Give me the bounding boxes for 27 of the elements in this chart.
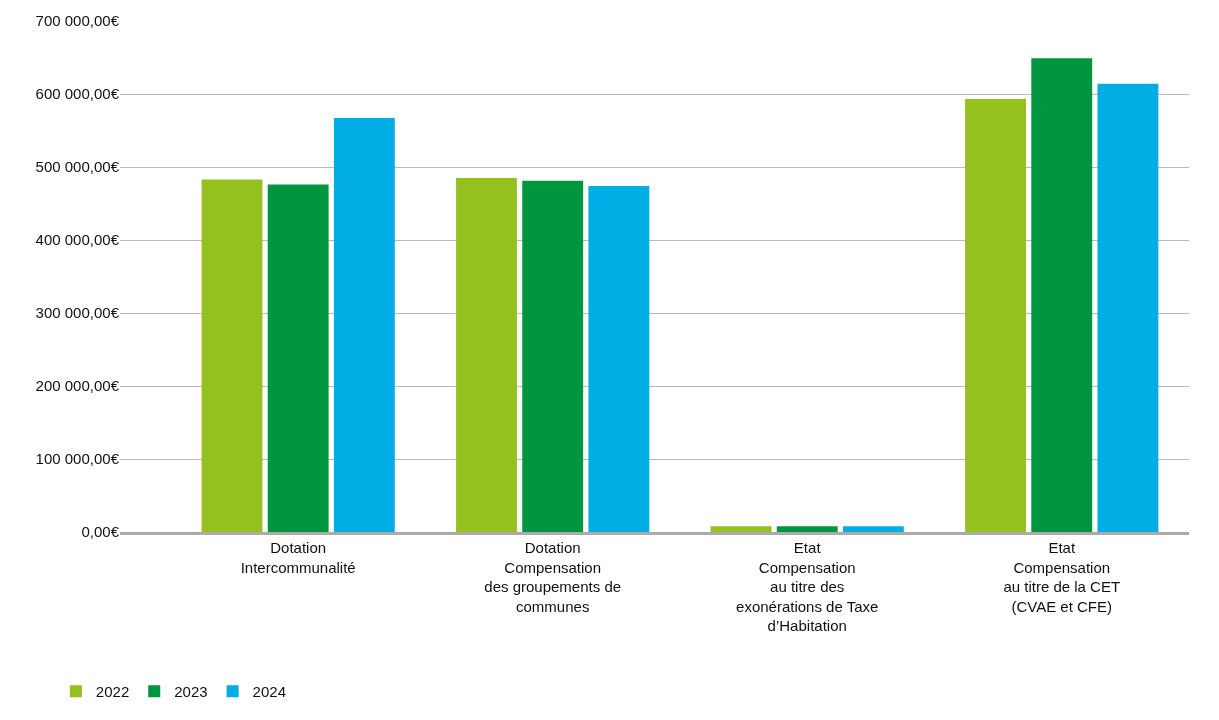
y-tick-label: 300 000,00€ (35, 304, 120, 322)
y-tick-label: 0,00€ (81, 523, 120, 541)
y-tick-label: 200 000,00€ (35, 377, 120, 395)
y-tick-label: 400 000,00€ (35, 231, 120, 249)
x-tick-label: Etat Compensation au titre des exonérations de Taxe d’Habitation (736, 539, 879, 634)
bar (333, 118, 395, 532)
x-tick-label: Dotation Compensation des groupements de communes (484, 539, 622, 615)
bar (1097, 83, 1159, 532)
bar (588, 185, 650, 532)
y-tick-label: 500 000,00€ (35, 158, 120, 176)
bar (456, 177, 517, 532)
bar (965, 99, 1026, 532)
bar (522, 180, 584, 532)
bar (267, 184, 329, 532)
y-tick-label: 100 000,00€ (35, 450, 120, 468)
x-tick-label: Etat Compensation au titre de la CET (CVAE et CFE) (1003, 539, 1121, 615)
x-tick-label: Dotation Intercommunalité (240, 539, 356, 576)
bar (710, 526, 772, 532)
y-tick-label: 600 000,00€ (35, 85, 120, 103)
legend-label: 2022 (95, 683, 130, 701)
bar (842, 526, 904, 532)
bar (201, 179, 263, 532)
bar (1031, 58, 1093, 532)
legend-label: 2024 (252, 683, 286, 701)
y-tick-label: 700 000,00€ (35, 12, 120, 30)
legend-label: 2023 (174, 683, 208, 701)
bar (776, 526, 838, 532)
